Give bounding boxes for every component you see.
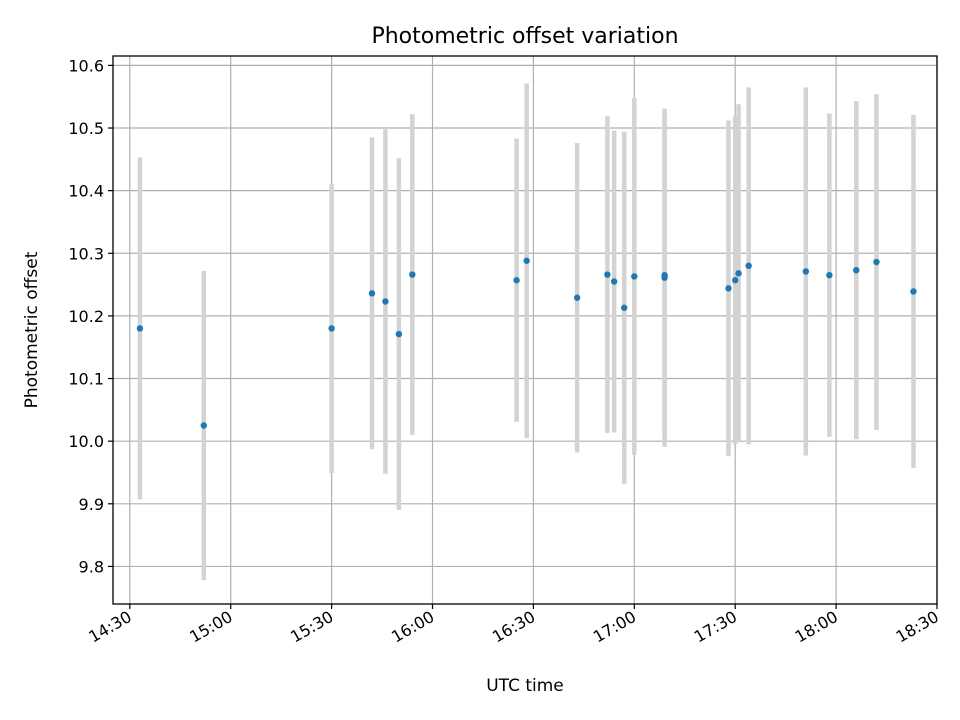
y-tick-label: 9.8	[79, 557, 104, 576]
chart-title: Photometric offset variation	[371, 24, 678, 49]
data-point	[661, 274, 668, 281]
data-point	[409, 271, 416, 278]
plot-frame	[112, 55, 938, 605]
y-axis-ticks: 9.8 9.9 10.0 10.1 10.2 10.3 10.4 10.5 10.6	[68, 56, 113, 576]
data-point	[745, 262, 752, 270]
data-point	[826, 272, 833, 279]
y-tick-label: 10.3	[68, 244, 104, 263]
data-point	[853, 266, 860, 274]
data-point	[523, 257, 530, 264]
data-point	[725, 285, 732, 292]
y-tick-label: 9.9	[79, 495, 104, 514]
data-point	[610, 278, 618, 285]
data-point	[382, 298, 389, 305]
data-point	[328, 325, 335, 332]
data-point	[873, 258, 880, 266]
data-point	[200, 422, 208, 429]
data-point	[735, 270, 742, 277]
data-point	[513, 277, 520, 284]
data-point	[732, 277, 739, 284]
data-point	[395, 330, 403, 338]
y-tick-label: 10.5	[68, 119, 104, 138]
data-point	[621, 304, 628, 311]
data-point	[802, 268, 810, 275]
data-point	[368, 290, 376, 297]
y-axis-label: Photometric offset	[22, 251, 42, 408]
data-point	[631, 273, 638, 280]
y-tick-label: 10.6	[68, 56, 104, 75]
data-point	[136, 325, 144, 332]
y-tick-label: 10.2	[68, 307, 104, 326]
y-tick-label: 10.4	[68, 182, 104, 201]
data-point	[573, 294, 581, 301]
x-axis-label: UTC time	[486, 676, 564, 696]
data-point	[910, 288, 917, 295]
data-point	[604, 271, 611, 278]
data-points	[136, 257, 917, 429]
y-tick-label: 10.1	[68, 370, 104, 389]
y-tick-label: 10.0	[68, 432, 104, 451]
